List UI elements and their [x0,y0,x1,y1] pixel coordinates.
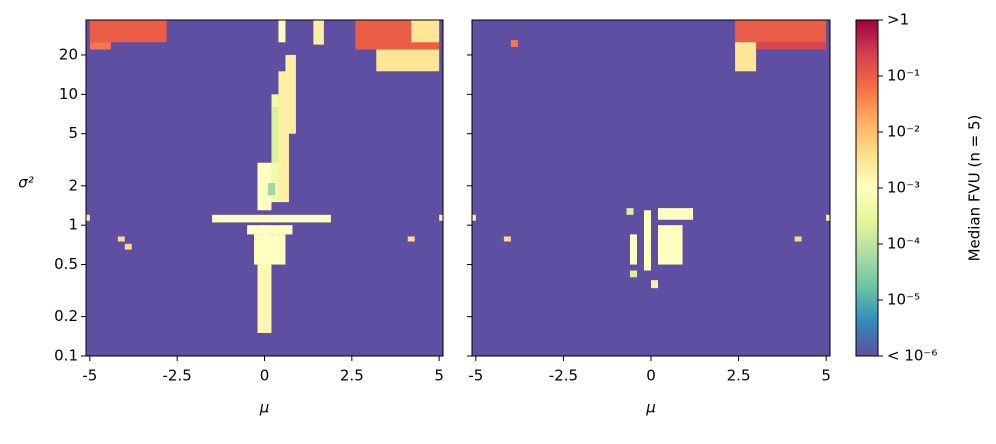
heat-cell [407,236,415,242]
heat-cell [735,42,757,72]
colorbar-tick-label: 10⁻¹ [887,67,920,85]
y-tick-label: 2 [68,176,78,194]
colorbar [855,19,879,357]
heat-cell [439,214,443,221]
heat-cell [278,71,289,203]
heat-cell [735,20,827,43]
heat-cell [472,214,476,221]
y-axis-label: σ² [18,174,34,192]
x-tick-label: 2.5 [727,367,751,385]
heat-cell [117,236,125,242]
colorbar-label: Median FVU (n = 5) [966,115,984,262]
heat-cell [278,20,286,43]
heat-cell [626,208,634,215]
cells [86,20,443,333]
heat-cell [212,214,331,223]
y-tick-label: 5 [68,124,78,142]
y-tick-label: 0.1 [54,347,78,365]
heat-cell [651,280,659,289]
heat-cell [826,214,830,221]
x-tick-label: 2.5 [340,367,364,385]
heat-cell [313,20,324,45]
heat-cell [257,162,272,211]
y-tick-label: 1 [68,216,78,234]
heat-cell [658,225,683,265]
x-tick-label: -5 [468,367,483,385]
y-tick-label: 20 [59,45,78,63]
panel [472,20,830,356]
colorbar-tick-label: 10⁻⁴ [887,235,920,253]
x-tick-label: 0 [260,367,270,385]
colorbar-tick-label: 10⁻² [887,123,920,141]
background-cell [472,20,830,356]
heat-cell [86,214,90,221]
colorbar-tick-label: 10⁻⁵ [887,291,920,309]
colorbar-tick-label: >1 [887,11,909,29]
heat-cell [254,234,286,265]
x-tick-label: 5 [821,367,831,385]
heat-cell [247,225,293,235]
heat-cell [629,234,637,265]
x-axis-label: μ [259,399,270,417]
heat-cell [285,54,296,134]
x-tick-label: -5 [82,367,97,385]
x-tick-label: -2.5 [549,367,578,385]
heat-cell [752,42,827,50]
heat-cell [271,107,279,163]
heat-cell [89,42,111,50]
heat-cell [89,20,167,43]
heat-cell [257,264,272,333]
heat-cell [411,20,440,43]
y-tick-label: 0.2 [54,307,78,325]
heat-cell [510,40,518,48]
y-tick-label: 10 [59,85,78,103]
heat-cell [503,236,511,242]
panel [86,20,443,356]
x-tick-label: 5 [434,367,444,385]
heat-cell [629,270,637,278]
cells [472,20,830,289]
x-axis-label: μ [645,399,656,417]
heat-cell [124,243,132,250]
heat-cell [643,210,651,271]
x-tick-label: 0 [646,367,656,385]
heat-cell [267,183,275,196]
heat-cell [376,49,440,72]
heat-cell [794,236,802,242]
heat-cell [658,208,694,220]
colorbar-tick-label: < 10⁻⁶ [887,347,937,365]
y-tick-label: 0.5 [54,255,78,273]
colorbar-tick-label: 10⁻³ [887,179,920,197]
x-tick-label: -2.5 [163,367,192,385]
